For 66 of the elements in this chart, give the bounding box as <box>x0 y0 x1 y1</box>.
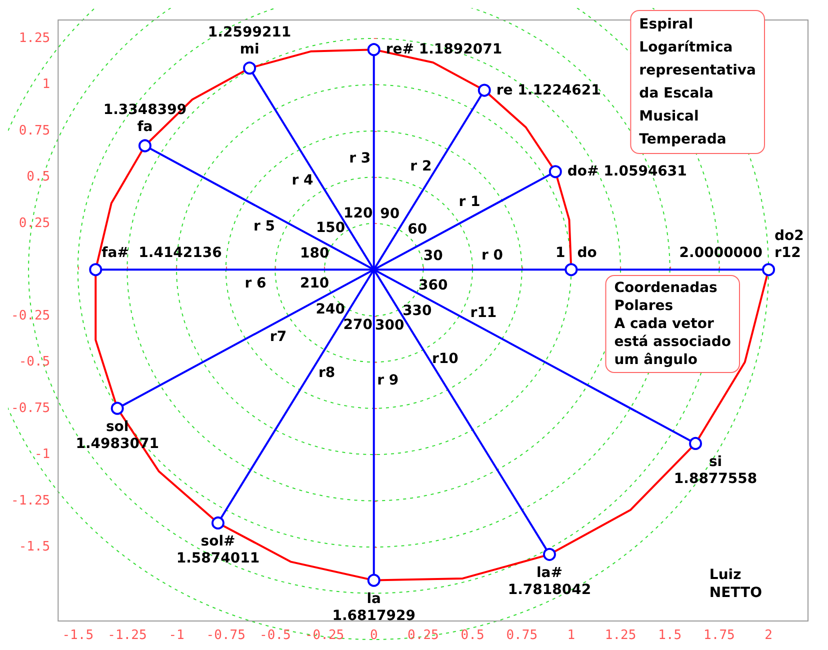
annotation: 2.0000000 <box>679 245 763 262</box>
annotation: Luiz NETTO <box>709 567 762 601</box>
y-tick-label: 0.25 <box>18 216 50 231</box>
annotation: r 5 <box>253 218 276 234</box>
annotation: r 3 <box>349 150 371 167</box>
y-tick-label: 0.5 <box>26 170 50 185</box>
annotation: fa# 1.4142136 <box>102 245 222 262</box>
x-tick-label: 1 <box>567 628 576 643</box>
x-tick-label: 0 <box>370 628 378 643</box>
annotation: r7 <box>270 329 287 346</box>
annotation: r10 <box>432 350 459 367</box>
x-tick-label: 1.25 <box>604 628 636 643</box>
annotation: 60 <box>408 222 428 238</box>
annotation: la# 1.7818042 <box>508 564 592 598</box>
annotation: r 6 <box>244 276 266 292</box>
annotation: la 1.6817929 <box>332 590 416 624</box>
x-tick-label: -1.25 <box>108 628 147 643</box>
x-tick-label: -0.25 <box>304 628 344 643</box>
annotation: 270 <box>343 317 373 334</box>
y-tick-label: -1.5 <box>18 540 50 555</box>
annotation: 90 <box>380 206 400 222</box>
y-tick-label: 1 <box>42 77 50 92</box>
annotation: 1.2599211 mi <box>208 24 292 58</box>
annotation: do2 r12 <box>774 228 804 262</box>
annotation: 150 <box>316 220 346 236</box>
annotation: 300 <box>374 318 404 334</box>
annotation: 30 <box>423 248 444 264</box>
annotation: sol# 1.5874011 <box>176 533 260 566</box>
text: Espiral Logarítmica representativa da Escala Musical Temperada <box>639 16 756 148</box>
annotation: 330 <box>402 303 432 320</box>
annotation: r 4 <box>292 172 314 188</box>
annotation: si 1.8877558 <box>674 454 758 487</box>
x-tick-label: 0.75 <box>506 628 538 643</box>
annotation: r11 <box>470 304 497 321</box>
x-tick-label: 0.25 <box>408 628 439 643</box>
annotation: do# 1.0594631 <box>567 164 687 180</box>
x-tick-label: -1.5 <box>62 628 94 643</box>
annotation: 240 <box>316 302 346 318</box>
annotation: Coordenadas Polares A cada vetor está associado um ângulo <box>614 280 732 368</box>
annotation: r 0 <box>482 248 504 264</box>
x-tick-label: -1 <box>168 628 184 643</box>
x-tick-label: 1.5 <box>658 628 682 643</box>
y-tick-label: 0.75 <box>18 123 50 138</box>
y-tick-label: -0.5 <box>18 354 50 370</box>
x-tick-label: -0.5 <box>260 628 291 643</box>
y-tick-label: -1 <box>34 447 50 462</box>
annotation: re 1.1224621 <box>496 82 601 98</box>
annotation: r 2 <box>410 158 432 174</box>
y-tick-label: -0.25 <box>10 308 50 324</box>
annotation: do <box>577 245 598 262</box>
annotation: r 9 <box>377 372 399 389</box>
annotation: r 1 <box>458 194 480 210</box>
annotation: re# 1.1892071 <box>386 42 502 58</box>
annotation: 120 <box>344 206 373 222</box>
x-tick-label: 2 <box>764 628 772 643</box>
annotation: r8 <box>318 364 336 381</box>
annotation: 210 <box>300 276 330 292</box>
annotation: 180 <box>300 246 330 262</box>
y-tick-label: -1.25 <box>10 493 50 508</box>
y-tick-label: 1.25 <box>18 30 50 46</box>
x-tick-label: -0.75 <box>206 628 246 643</box>
annotation: 1 <box>555 245 566 262</box>
annotation: 360 <box>418 278 448 294</box>
y-tick-label: -0.75 <box>10 400 50 416</box>
x-tick-label: 1.75 <box>704 628 735 643</box>
x-tick-label: 0.5 <box>460 628 484 643</box>
